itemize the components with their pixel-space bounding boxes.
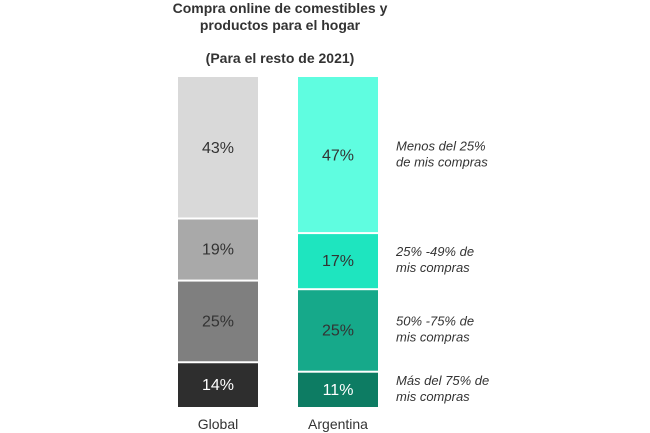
chart-title-line-2: productos para el hogar: [199, 17, 361, 33]
bar-segment-global-1: [178, 281, 258, 362]
data-label-argentina-3: 47%: [322, 148, 354, 165]
data-label-argentina-2: 17%: [322, 253, 354, 270]
legend-label-3: Menos del 25% de mis compras: [396, 139, 488, 170]
data-label-argentina-0: 11%: [323, 382, 354, 399]
category-label-global: Global: [198, 416, 238, 432]
bar-segment-global-0: [178, 363, 258, 407]
category-label-argentina: Argentina: [308, 416, 368, 432]
data-label-global-1: 25%: [202, 313, 234, 330]
bar-segment-global-2: [178, 219, 258, 280]
data-label-global-3: 43%: [202, 140, 234, 157]
data-label-global-2: 19%: [202, 242, 234, 259]
bar-segment-argentina-3: [298, 77, 378, 233]
data-label-global-0: 14%: [202, 377, 234, 394]
bar-segment-argentina-0: [298, 372, 378, 407]
chart-subtitle: (Para el resto de 2021): [205, 50, 355, 66]
bar-segment-argentina-2: [298, 234, 378, 289]
legend-label-2: 25% -49% de mis compras: [395, 244, 474, 275]
legend-label-1: 50% -75% de mis compras: [396, 313, 474, 344]
bar-segment-argentina-1: [298, 290, 378, 371]
data-label-argentina-1: 25%: [322, 322, 354, 339]
chart-title-line-1: Compra online de comestibles y: [172, 0, 388, 16]
bar-segment-global-3: [178, 77, 258, 218]
legend-label-0: Más del 75% de mis compras: [396, 373, 489, 404]
